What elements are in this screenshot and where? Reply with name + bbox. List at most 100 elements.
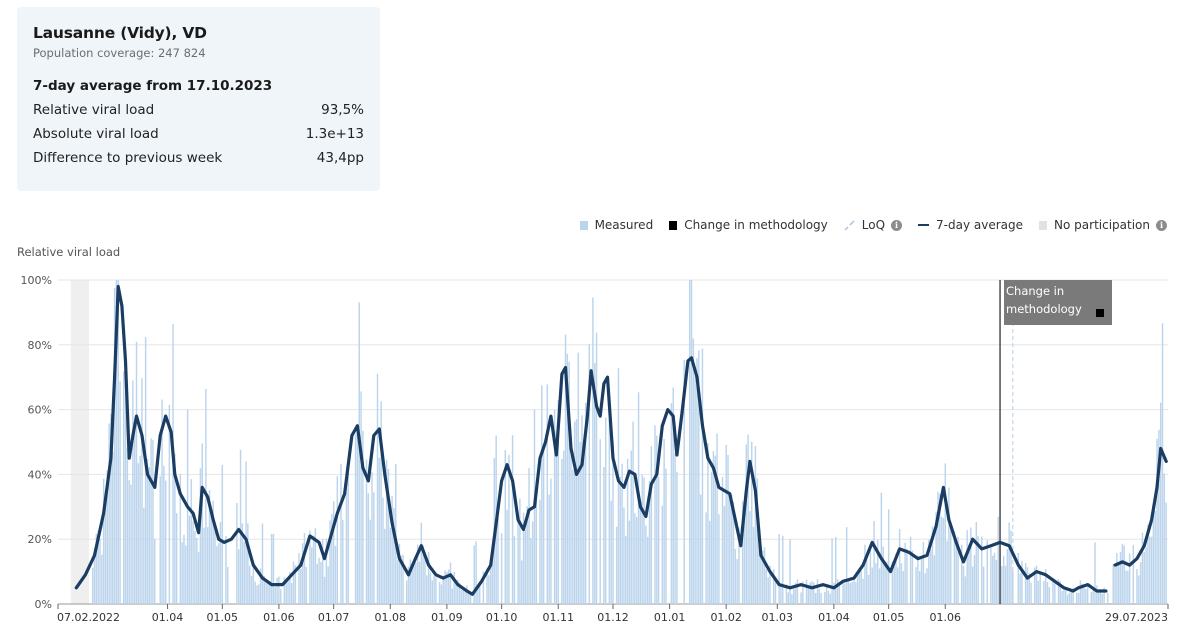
measured-bar (725, 444, 727, 604)
info-icon[interactable]: i (1156, 219, 1167, 231)
measured-bar (765, 569, 768, 604)
measured-bar (1043, 580, 1045, 604)
measured-bar (891, 561, 894, 604)
measured-bar (1059, 581, 1062, 604)
measured-bar (309, 530, 311, 604)
measured-bar (247, 523, 249, 604)
measured-bar (345, 472, 348, 604)
measured-bar (860, 570, 863, 604)
measured-bar (966, 530, 968, 604)
measured-bar (995, 560, 998, 604)
measured-bar (241, 523, 244, 604)
measured-bar (634, 513, 636, 604)
measured-bar (1072, 587, 1074, 604)
measured-bar (457, 579, 459, 604)
measured-bar (663, 439, 665, 604)
x-tick-label: 01.04 (818, 611, 850, 622)
measured-bar (519, 498, 521, 604)
measured-bar (805, 579, 808, 604)
measured-bar (342, 519, 344, 604)
measured-bar (1121, 543, 1124, 604)
measured-bar (400, 555, 402, 604)
measured-bar (871, 567, 873, 604)
measured-bar (646, 536, 649, 604)
measured-bar (150, 438, 152, 604)
y-tick-label: 40% (28, 468, 52, 481)
method-square-icon (1096, 309, 1104, 317)
row-label: Difference to previous week (33, 150, 223, 166)
measured-bar (1006, 549, 1009, 604)
legend-item-7-day-average[interactable]: 7-day average (918, 218, 1023, 232)
measured-bar (928, 539, 930, 604)
measured-bar (259, 568, 262, 604)
measured-bar (904, 542, 906, 604)
measured-bar (1165, 502, 1167, 604)
measured-bar (645, 525, 647, 604)
measured-bar (278, 576, 280, 604)
measured-bar (1096, 585, 1098, 604)
measured-bar (816, 579, 819, 604)
measured-bar (453, 571, 455, 604)
measured-bar (201, 443, 203, 604)
row-label: Relative viral load (33, 102, 155, 118)
measured-bar (636, 517, 638, 604)
measured-bar (782, 535, 784, 604)
measured-bar (893, 565, 895, 604)
measured-bar (553, 409, 556, 604)
legend-item-loq[interactable]: LoQ i (844, 218, 903, 232)
measured-bar (608, 419, 611, 604)
measured-bar (405, 580, 408, 604)
measured-bar (577, 352, 580, 604)
measured-bar (787, 592, 789, 604)
legend-item-measured[interactable]: Measured (579, 218, 653, 232)
measured-bar (772, 569, 775, 604)
measured-bar (1092, 588, 1094, 604)
measured-bar (1138, 575, 1140, 604)
measured-bar (256, 585, 258, 604)
measured-bar (886, 561, 888, 604)
legend-item-change-in-methodology[interactable]: Change in methodology (669, 218, 828, 232)
measured-bar (1099, 589, 1102, 604)
measured-bar (1061, 591, 1063, 604)
measured-bar (705, 512, 707, 604)
measured-bar (866, 554, 868, 604)
legend-item-no-participation[interactable]: No participation i (1039, 218, 1167, 232)
measured-bar (584, 402, 587, 604)
measured-bar (856, 570, 859, 604)
measured-bar (115, 280, 118, 604)
measured-bar (239, 449, 242, 604)
measured-bar (265, 582, 267, 604)
measured-bar (566, 353, 569, 604)
measured-bar (939, 493, 941, 604)
measured-bar (982, 566, 985, 604)
measured-bar (373, 492, 375, 604)
measured-bar (447, 569, 450, 604)
measured-bar (774, 581, 777, 604)
measured-bar (440, 584, 443, 604)
measured-bar (948, 487, 950, 604)
measured-bar (192, 521, 194, 604)
measured-bar (986, 540, 988, 604)
measured-bar (196, 537, 198, 604)
measured-bar (824, 591, 826, 604)
measured-bar (179, 473, 182, 604)
measured-bar (727, 455, 729, 604)
measured-bar (698, 350, 700, 604)
info-icon[interactable]: i (891, 219, 903, 231)
measured-bar (1070, 589, 1072, 604)
measured-bar (701, 348, 704, 604)
measured-bar (862, 578, 864, 604)
measured-bar (1103, 587, 1105, 604)
measured-bar (1017, 553, 1020, 604)
measured-bar (1086, 584, 1089, 604)
measured-bar (639, 505, 642, 604)
measured-bar (102, 478, 105, 604)
chart-legend: Measured Change in methodology LoQ i 7-d… (564, 218, 1167, 232)
measured-bar (190, 479, 193, 604)
measured-bar (334, 545, 337, 604)
measured-swatch-icon (579, 220, 588, 230)
measured-bar (449, 562, 452, 604)
location-title: Lausanne (Vidy), VD (33, 24, 207, 42)
measured-bar (855, 582, 857, 604)
measured-bar (692, 338, 695, 604)
